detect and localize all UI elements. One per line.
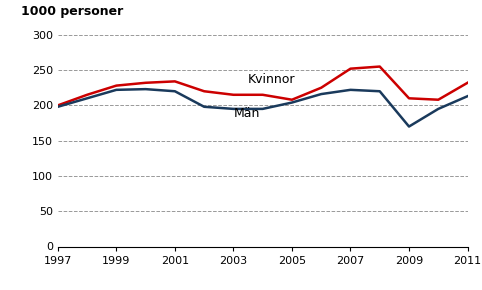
Text: Kvinnor: Kvinnor [248,73,295,86]
Text: Män: Män [233,107,260,120]
Text: 1000 personer: 1000 personer [21,5,123,18]
